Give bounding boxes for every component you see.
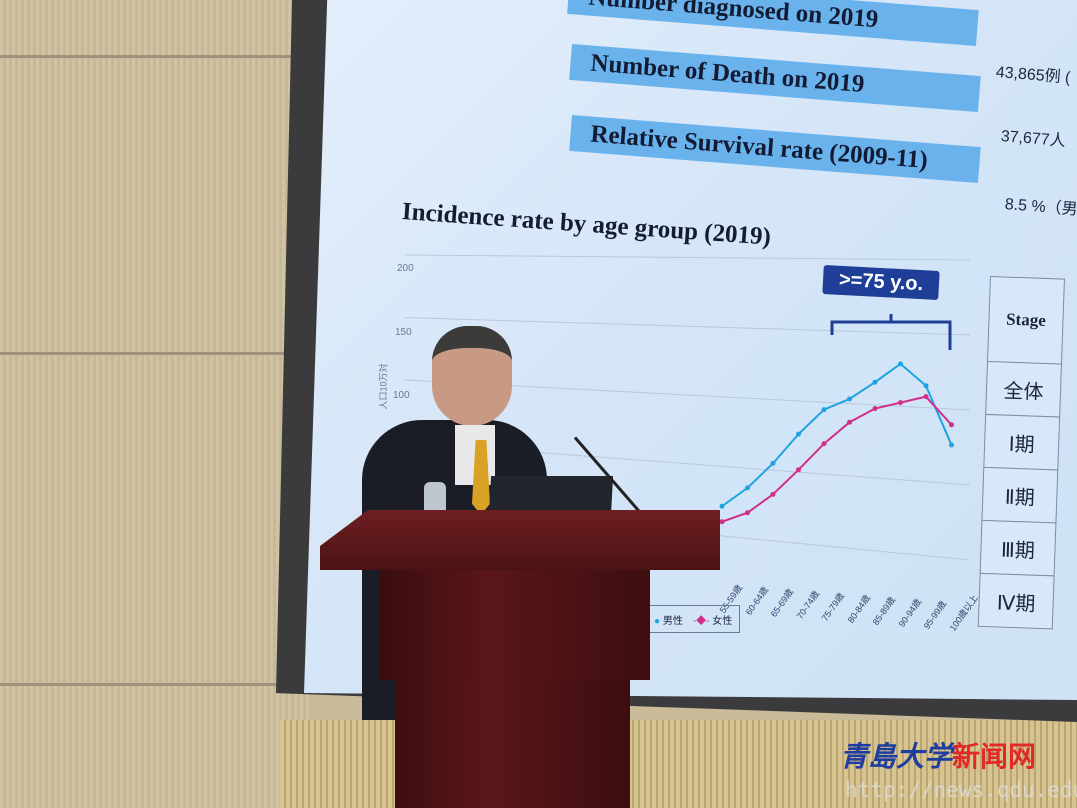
- podium-base: [395, 680, 630, 808]
- data-point: [821, 407, 827, 413]
- wall-seam: [0, 55, 310, 58]
- y-tick: 100: [393, 390, 410, 401]
- stage-header: Stage: [986, 276, 1065, 365]
- logo-red-text: 新闻网: [952, 741, 1037, 772]
- data-point: [923, 383, 929, 389]
- series-line-female: [721, 395, 953, 523]
- legend-female-label: 女性: [712, 615, 733, 627]
- data-point: [898, 400, 903, 406]
- data-point: [745, 485, 750, 491]
- data-point: [872, 406, 878, 412]
- legend-female: -◆- 女性: [692, 615, 733, 627]
- data-point: [770, 460, 776, 466]
- data-point: [821, 441, 827, 447]
- stage-all: 全体: [985, 360, 1062, 418]
- data-point: [949, 422, 954, 428]
- data-point: [898, 361, 903, 367]
- data-point: [770, 491, 776, 497]
- y-tick: 150: [395, 327, 412, 338]
- podium-middle: [380, 570, 650, 680]
- wall-seam: [0, 683, 310, 686]
- data-point: [796, 431, 801, 437]
- stage-2: Ⅱ期: [981, 466, 1059, 524]
- y-tick: 200: [397, 263, 414, 274]
- watermark-logo: 青島大学新闻网: [840, 735, 1036, 775]
- stage-3: Ⅲ期: [979, 519, 1057, 577]
- chart-legend: ● 男性 -◆- 女性: [650, 605, 740, 633]
- age-highlight-label: >=75 y.o.: [822, 264, 940, 301]
- series-line-male: [721, 362, 953, 508]
- data-point: [719, 519, 725, 525]
- data-point: [872, 379, 878, 385]
- data-point: [847, 396, 852, 402]
- data-point: [847, 419, 852, 425]
- watermark-url: http://news.qdu.edu.cn: [845, 778, 1077, 802]
- age-bracket: [830, 314, 952, 350]
- stage-table: Stage 全体 Ⅰ期 Ⅱ期 Ⅲ期 Ⅳ期: [977, 276, 1077, 630]
- data-point: [923, 394, 929, 400]
- legend-male: ● 男性: [654, 615, 683, 627]
- data-point: [745, 510, 750, 516]
- stage-1: Ⅰ期: [983, 413, 1061, 471]
- gridline: [404, 317, 971, 336]
- water-bottle: [424, 482, 446, 516]
- data-point: [719, 503, 725, 509]
- data-point: [949, 442, 954, 448]
- legend-male-label: 男性: [662, 615, 683, 627]
- wall-paneling: [0, 0, 310, 808]
- podium-top: [320, 510, 720, 570]
- stage-4: Ⅳ期: [977, 572, 1055, 630]
- gridline: [404, 254, 971, 261]
- wall-seam: [0, 352, 310, 355]
- data-point: [796, 467, 801, 473]
- speaker-head: [432, 326, 512, 426]
- speaker-tie: [472, 440, 490, 515]
- logo-text: 青島大学: [840, 742, 953, 773]
